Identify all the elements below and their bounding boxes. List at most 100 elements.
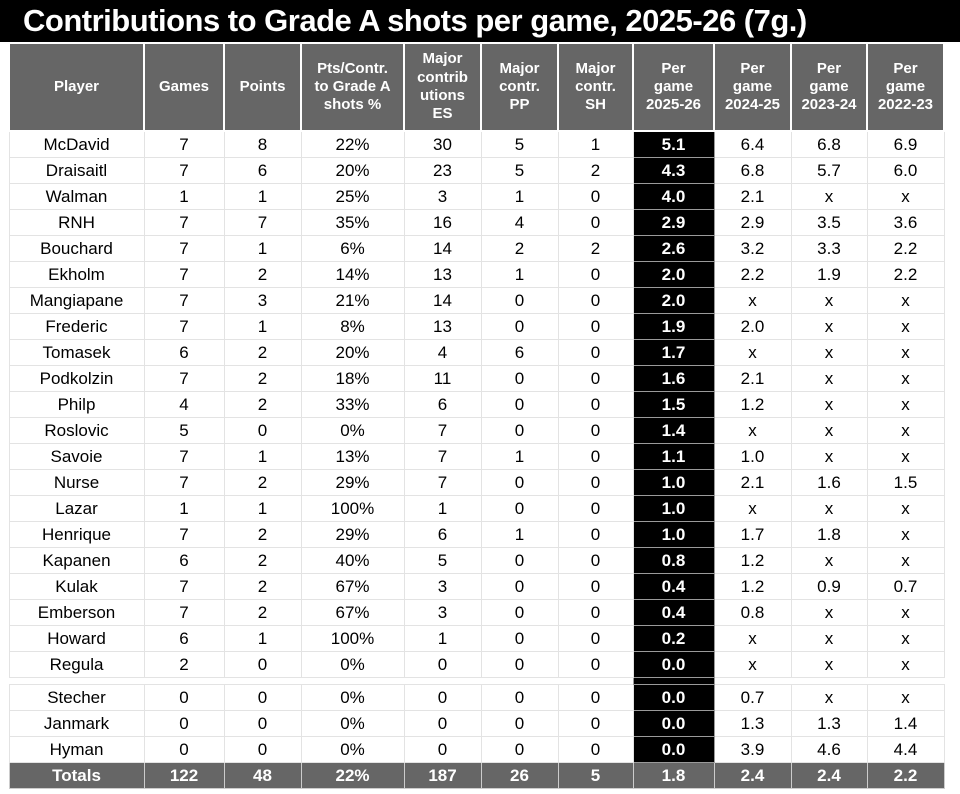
stat-cell: 2.9 [632, 209, 715, 236]
stat-cell: x [866, 684, 945, 711]
stat-cell: 1.8 [790, 521, 868, 548]
spacer-cell [558, 677, 633, 685]
table-row-henrique: Henrique 7 2 29% 6 1 0 1.0 1.7 1.8 x [8, 521, 945, 548]
column-header-games: Games [143, 42, 225, 132]
stat-cell: 1 [480, 183, 559, 210]
stat-cell: 0 [223, 684, 302, 711]
player-name-cell: Regula [8, 651, 145, 678]
stat-cell: 7 [143, 209, 225, 236]
stat-cell: 16 [403, 209, 482, 236]
table-row-lazar: Lazar 1 1 100% 1 0 0 1.0 x x x [8, 495, 945, 522]
stat-cell: 7 [143, 287, 225, 314]
stat-cell: 13 [403, 313, 482, 340]
stat-cell: 6 [223, 157, 302, 184]
stat-cell: 0 [223, 710, 302, 737]
totals-stat-cell: 187 [403, 762, 482, 789]
stat-cell: 1.2 [713, 547, 792, 574]
stat-cell: 1.7 [713, 521, 792, 548]
stat-cell: 5 [403, 547, 482, 574]
spacer-cell [224, 677, 301, 685]
stat-cell: 0 [557, 651, 634, 678]
stat-cell: 0 [480, 495, 559, 522]
stat-cell: 29% [300, 521, 405, 548]
stat-cell: 0 [480, 313, 559, 340]
totals-stat-cell: 48 [223, 762, 302, 789]
stat-cell: 0.8 [632, 547, 715, 574]
spacer-cell [9, 677, 144, 685]
column-header-points: Points [223, 42, 302, 132]
stat-cell: x [790, 651, 868, 678]
stat-cell: 0 [557, 391, 634, 418]
stat-cell: 1.7 [632, 339, 715, 366]
totals-label: Totals [8, 762, 145, 789]
player-name-cell: Howard [8, 625, 145, 652]
spacer-cell [632, 677, 715, 685]
column-header-major-contributions-es: Major contrib utions ES [403, 42, 482, 132]
stat-cell: 0 [403, 651, 482, 678]
stat-cell: 0 [557, 261, 634, 288]
stat-cell: 0 [223, 651, 302, 678]
stat-cell: 0 [557, 469, 634, 496]
stat-cell: 0 [557, 684, 634, 711]
stat-cell: 0 [557, 710, 634, 737]
player-name-cell: Mangiapane [8, 287, 145, 314]
stat-cell: 0% [300, 417, 405, 444]
player-name-cell: Savoie [8, 443, 145, 470]
stat-cell: 0% [300, 684, 405, 711]
stat-cell: 6% [300, 235, 405, 262]
stat-cell: 1.4 [632, 417, 715, 444]
stat-cell: 2 [223, 261, 302, 288]
stat-cell: 0 [480, 469, 559, 496]
stat-cell: 1.5 [632, 391, 715, 418]
stat-cell: x [866, 313, 945, 340]
table-row-mcdavid: McDavid 7 8 22% 30 5 1 5.1 6.4 6.8 6.9 [8, 130, 945, 158]
spacer-cell [481, 677, 558, 685]
stat-cell: 0 [557, 599, 634, 626]
table-row-stecher: Stecher 0 0 0% 0 0 0 0.0 0.7 x x [8, 684, 945, 711]
stat-cell: 0 [480, 573, 559, 600]
stat-cell: 100% [300, 625, 405, 652]
table-row-podkolzin: Podkolzin 7 2 18% 11 0 0 1.6 2.1 x x [8, 365, 945, 392]
stat-cell: 14 [403, 287, 482, 314]
stat-cell: 7 [223, 209, 302, 236]
stat-cell: 2 [557, 235, 634, 262]
stat-cell: 7 [143, 261, 225, 288]
column-header-per-game-2023-24: Per game 2023-24 [790, 42, 868, 132]
stat-cell: 0 [557, 736, 634, 763]
stat-cell: 100% [300, 495, 405, 522]
stat-cell: x [790, 365, 868, 392]
stat-cell: 1.6 [632, 365, 715, 392]
player-name-cell: Philp [8, 391, 145, 418]
stat-cell: 3 [403, 599, 482, 626]
stat-cell: 1 [143, 183, 225, 210]
table-row-savoie: Savoie 7 1 13% 7 1 0 1.1 1.0 x x [8, 443, 945, 470]
stat-cell: 2.0 [632, 261, 715, 288]
page-title: Contributions to Grade A shots per game,… [0, 0, 960, 42]
stat-cell: 8% [300, 313, 405, 340]
stat-cell: 2 [557, 157, 634, 184]
stat-cell: 6 [480, 339, 559, 366]
stat-cell: 4 [480, 209, 559, 236]
stat-cell: 0.0 [632, 651, 715, 678]
stat-cell: 5 [480, 130, 559, 158]
stat-cell: 3 [403, 573, 482, 600]
stat-cell: 0% [300, 736, 405, 763]
player-name-cell: Kulak [8, 573, 145, 600]
stat-cell: 2 [223, 599, 302, 626]
stat-cell: 0.0 [632, 684, 715, 711]
stat-cell: x [713, 339, 792, 366]
player-name-cell: Lazar [8, 495, 145, 522]
spacer-cell [404, 677, 481, 685]
stat-cell: 1.3 [790, 710, 868, 737]
stat-cell: 6.9 [866, 130, 945, 158]
stat-cell: x [790, 391, 868, 418]
stat-cell: 3 [223, 287, 302, 314]
stat-cell: 0 [557, 287, 634, 314]
stat-cell: 6 [403, 391, 482, 418]
stat-cell: 3.5 [790, 209, 868, 236]
stat-cell: 4.4 [866, 736, 945, 763]
stat-cell: 0 [480, 710, 559, 737]
stat-cell: 33% [300, 391, 405, 418]
